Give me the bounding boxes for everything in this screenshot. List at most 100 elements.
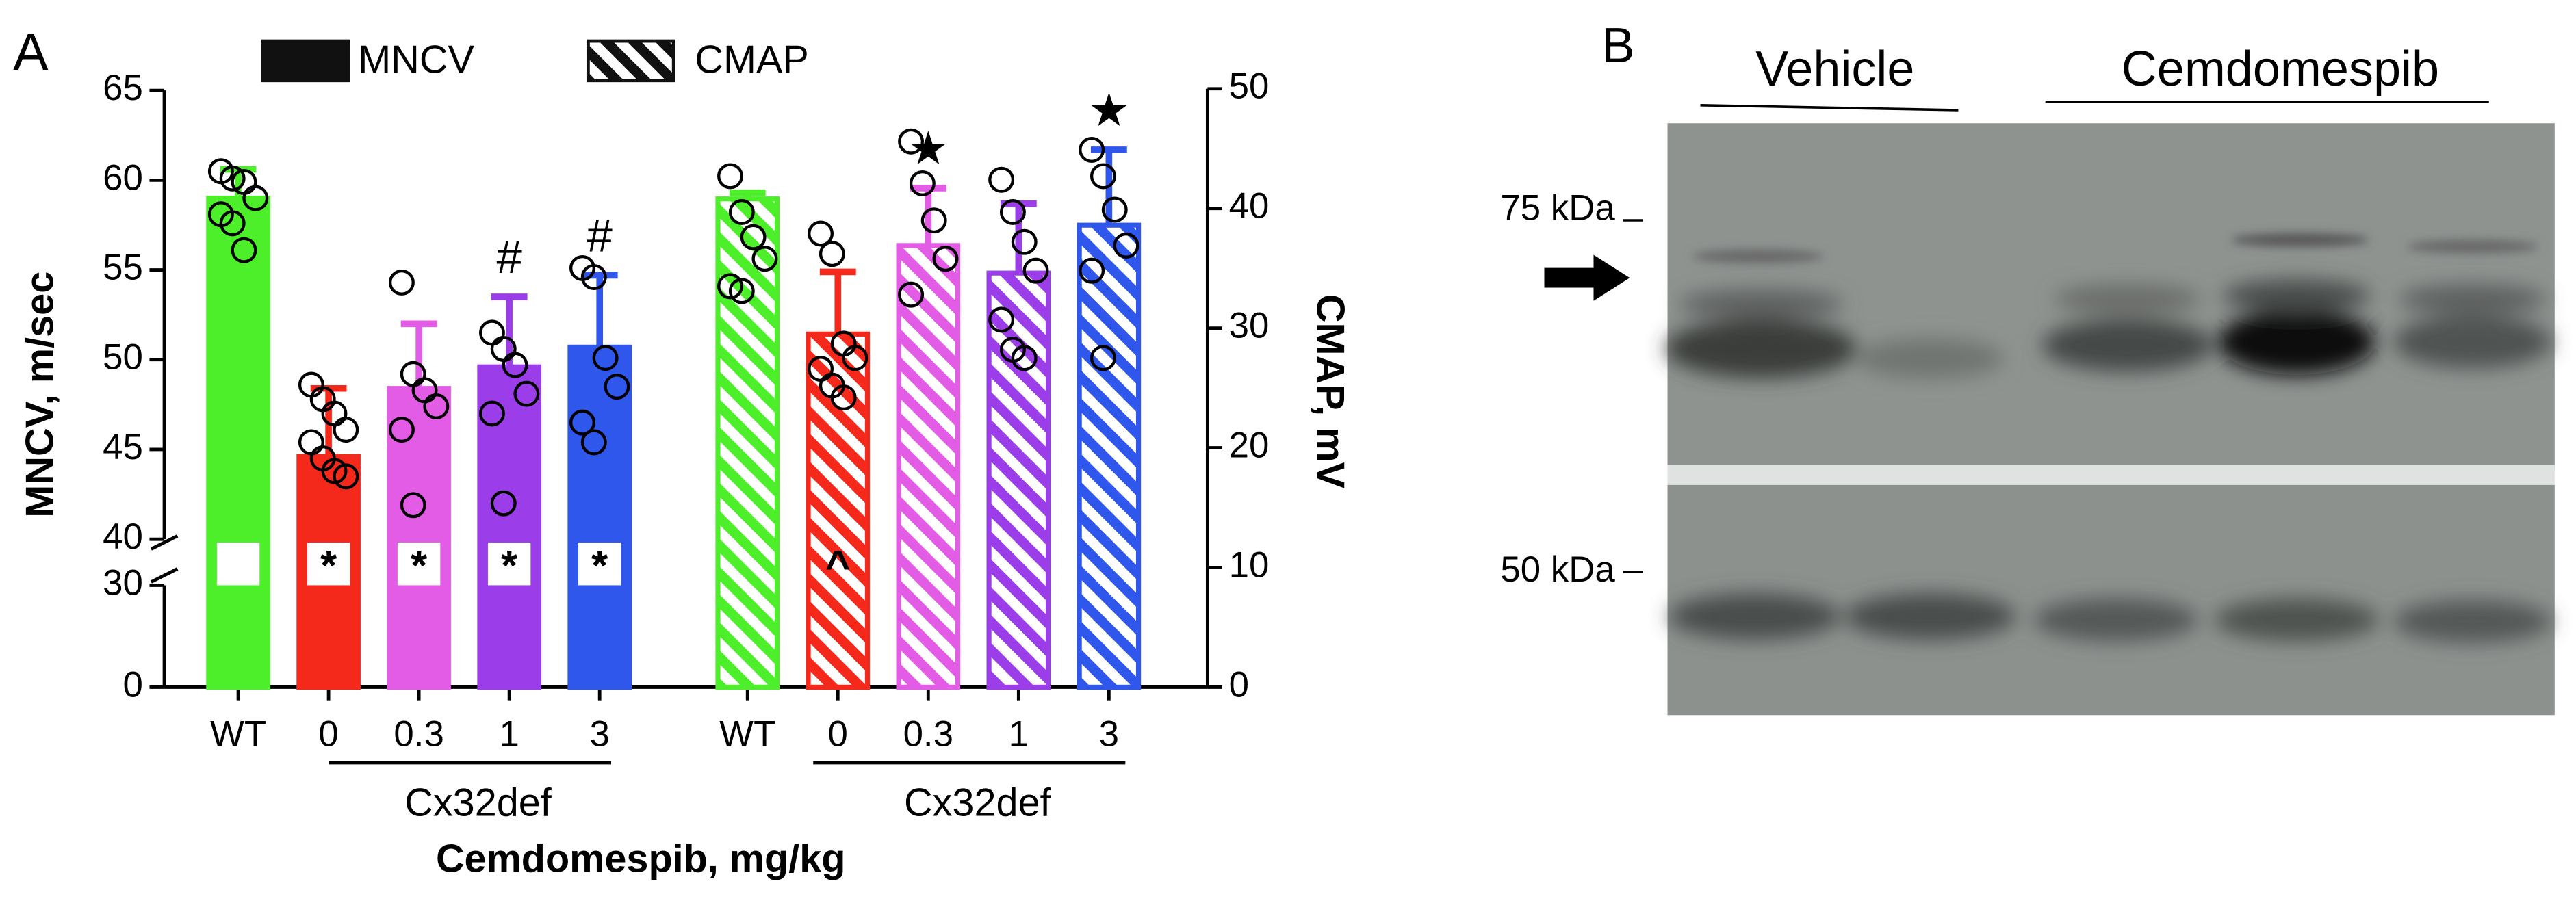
data-point [1022,257,1049,284]
y2-tick-label: 20 [1229,425,1270,465]
data-point [513,380,540,407]
data-point [988,306,1015,333]
bar [806,331,871,690]
y-tick-label: 40 [103,517,143,557]
data-point [920,207,947,234]
data-point [932,246,959,272]
x-tick-label: 1 [499,714,519,754]
bar [986,270,1051,690]
data-point [1011,345,1038,371]
x-tick-label: 0 [318,714,338,754]
significance-label: ★ [907,123,949,174]
bar [206,195,270,690]
data-point [830,384,857,411]
group-label: Cx32def [404,781,552,825]
western-blot [1544,101,2555,716]
data-point [478,400,505,427]
data-point [1090,345,1116,371]
data-point [988,166,1015,193]
y-axis-title: MNCV, m/sec [18,272,62,518]
data-point [219,210,246,237]
data-point [298,429,324,456]
y-tick-label: 65 [103,68,143,108]
legend-swatch [261,39,350,83]
mw-marker: 75 kDa [1500,188,1615,228]
y-tick-label: 55 [103,247,143,287]
x-axis-title: Cemdomespib, mg/kg [436,837,845,880]
data-point [1079,257,1105,284]
x-tick-label: 3 [1099,714,1119,754]
data-point [999,198,1026,225]
data-point [423,393,450,419]
bar [387,386,451,690]
x-tick-label: 1 [1009,714,1029,754]
legend-label: CMAP [695,38,808,82]
y2-axis-title: CMAP, mV [1308,294,1352,489]
x-tick-label: WT [719,714,775,754]
data-point [898,281,925,308]
data-point [478,319,505,346]
data-point [219,165,246,192]
label-box [487,542,531,586]
significance-label: # [587,210,613,261]
data-point [388,269,415,296]
legend-swatch [586,39,675,83]
data-point [242,185,269,211]
bar [715,196,780,690]
x-tick-label: WT [210,714,266,754]
data-point [740,224,767,250]
data-point [842,345,868,371]
data-point [333,463,359,490]
inner-label: * [501,542,518,590]
data-point [1011,228,1038,255]
y2-tick-label: 40 [1229,186,1270,226]
data-point [728,198,755,225]
data-point [898,128,925,155]
data-point [580,264,607,291]
data-point [728,278,755,304]
inner-label: * [591,542,608,590]
data-point [298,371,324,398]
legend-label: MNCV [358,38,474,82]
significance-label: ★ [1088,85,1129,136]
data-point [400,492,426,519]
y2-tick-label: 50 [1229,66,1270,107]
data-point [231,237,257,263]
data-point [569,409,595,436]
data-point [808,220,834,247]
bar [477,364,541,690]
mw-marker: 50 kDa [1500,549,1615,590]
group-label: Cx32def [904,781,1052,825]
label-box [307,542,350,586]
label-box [578,542,621,586]
bar [896,243,961,690]
data-point [909,170,936,196]
label-box [397,542,441,586]
data-point [819,241,845,267]
y2-tick-label: 10 [1229,545,1270,585]
bar [567,344,632,690]
x-tick-label: 0 [828,714,848,754]
label-box [216,542,260,586]
inner-label: ^ [825,542,850,590]
y-tick-label: 50 [103,337,143,378]
axis-break [150,567,179,584]
y-tick-label: 60 [103,157,143,198]
x-tick-label: 0.3 [903,714,953,754]
lane-group-label: Vehicle [1755,42,1914,96]
data-point [604,374,630,400]
data-point [580,429,607,456]
bar [1077,222,1142,690]
significance-label: # [496,232,522,283]
data-point [717,273,743,300]
y-tick-label: 45 [103,427,143,467]
y2-tick-label: 0 [1229,664,1249,705]
data-point [1101,196,1128,223]
x-tick-label: 3 [589,714,609,754]
y-tick-label: 0 [123,664,142,705]
data-point [1090,163,1116,190]
data-point [333,417,359,443]
data-point [592,345,619,371]
y-tick-label: 30 [103,562,143,603]
